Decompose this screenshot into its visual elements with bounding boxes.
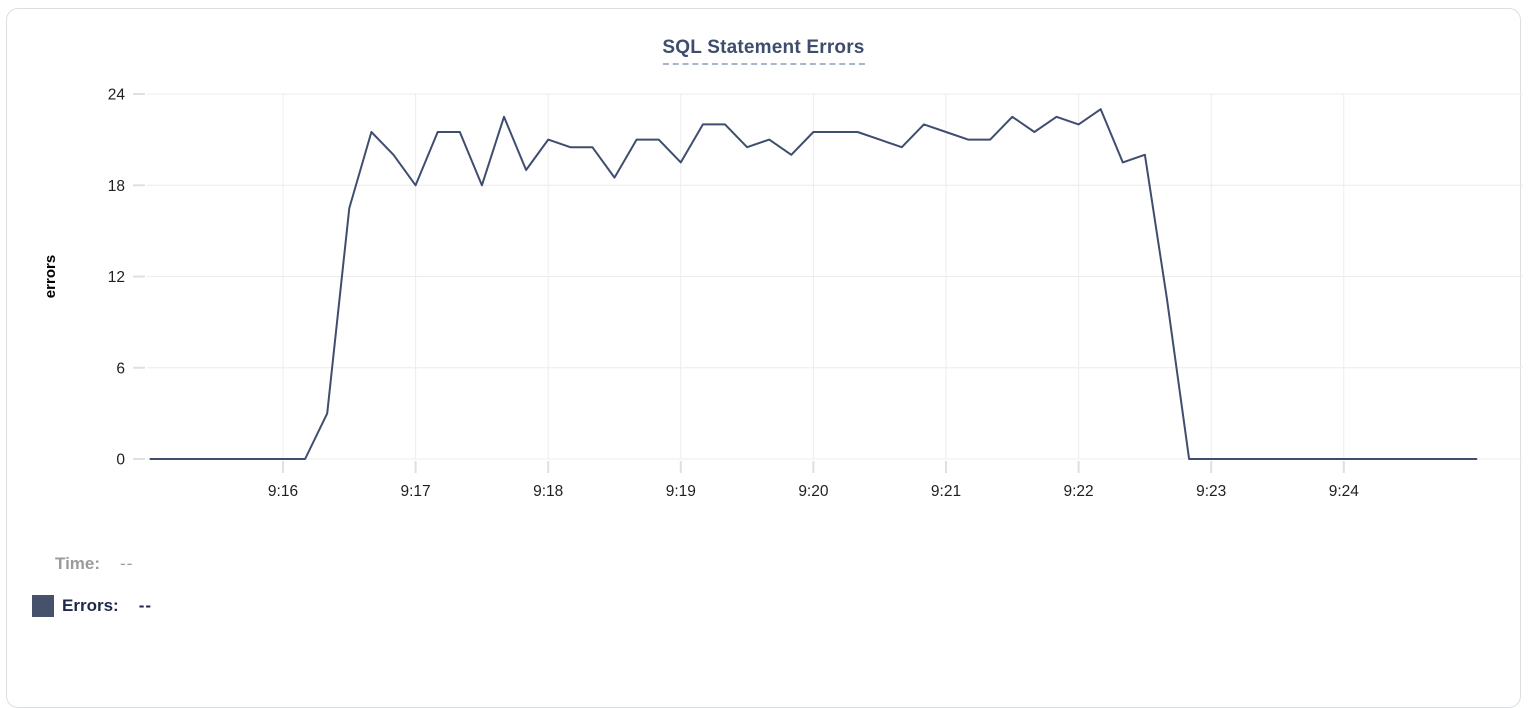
x-tick-label: 9:21	[931, 483, 961, 500]
x-tick-label: 9:22	[1064, 483, 1094, 500]
legend-errors-label: Errors:	[62, 596, 119, 615]
tooltip-time-value: --	[120, 554, 134, 573]
legend-errors-row[interactable]: Errors: --	[32, 595, 152, 617]
chart-title-wrap: SQL Statement Errors	[662, 37, 865, 65]
x-tick-label: 9:20	[798, 483, 829, 500]
y-tick-label: 18	[108, 178, 125, 195]
errors-series-swatch	[32, 595, 54, 617]
x-tick-label: 9:24	[1329, 483, 1360, 500]
y-tick-label: 0	[116, 452, 125, 469]
chart-title-link[interactable]: SQL Statement Errors	[662, 37, 865, 65]
x-tick-label: 9:17	[401, 483, 431, 500]
x-tick-label: 9:18	[533, 483, 563, 500]
x-tick-label: 9:16	[268, 483, 298, 500]
y-tick-label: 12	[108, 269, 125, 286]
legend-errors-value: --	[138, 596, 153, 615]
errors-series-line	[149, 108, 1478, 460]
chart-panel-card: SQL Statement Errors 0 6 12 18 24 9:16 9:17 9:1…	[6, 8, 1523, 708]
tooltip-time-label: Time:	[55, 554, 101, 573]
x-tick-label: 9:19	[666, 483, 696, 500]
y-tick-label: 24	[108, 87, 126, 104]
sql-errors-line-chart[interactable]: 0 6 12 18 24 9:16 9:17 9:18 9:19 9:20 9:21 9:22 9:23…	[7, 9, 1528, 514]
x-tick-label: 9:23	[1196, 483, 1226, 500]
y-tick-label: 6	[116, 360, 125, 377]
tooltip-time-row: Time: --	[55, 554, 133, 574]
y-axis-title: errors	[42, 255, 59, 298]
